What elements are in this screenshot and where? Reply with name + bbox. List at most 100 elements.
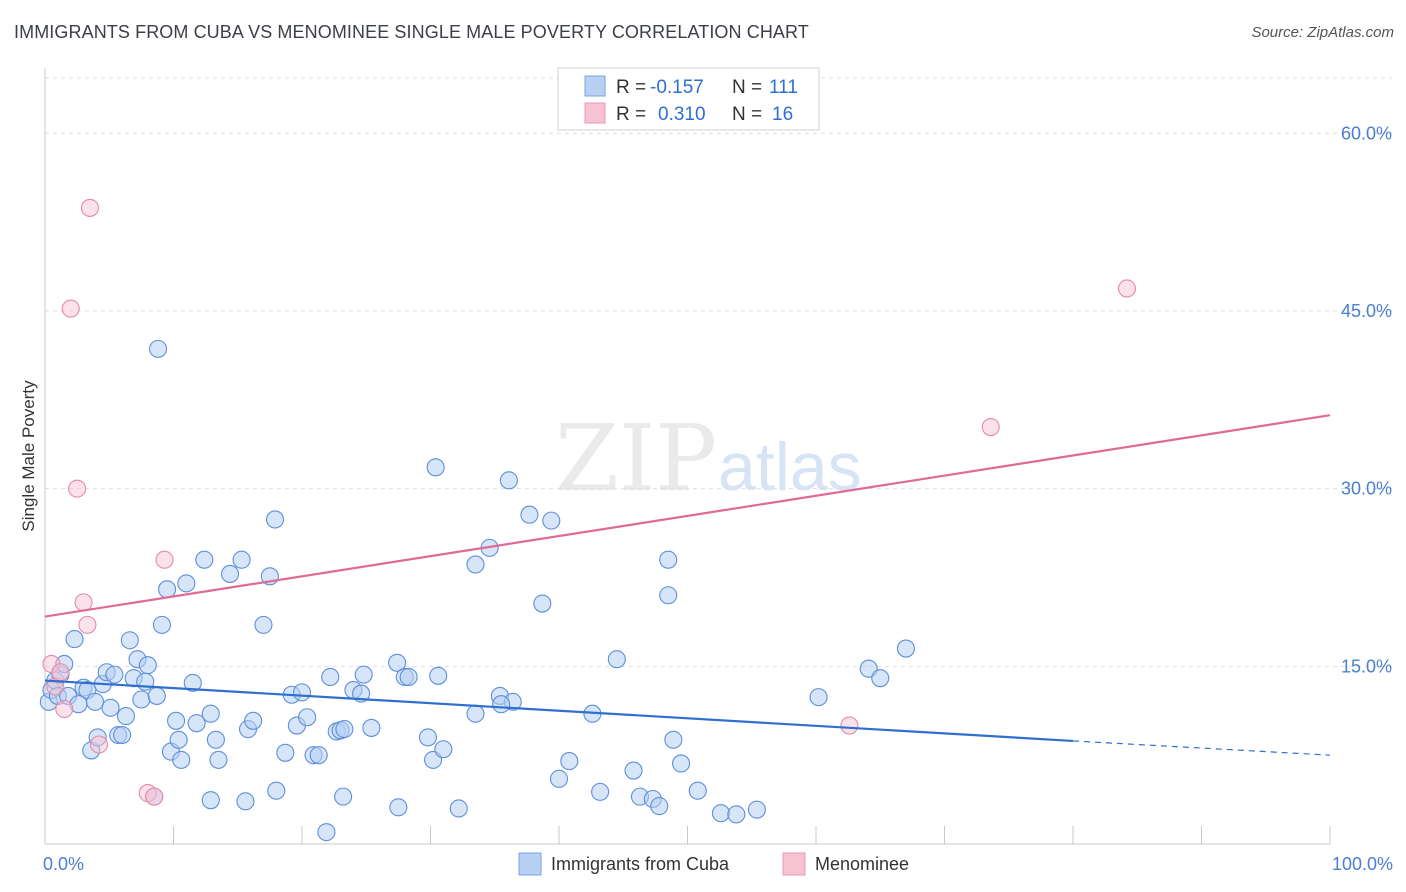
data-point-cuba [871, 669, 890, 688]
data-point-menominee [68, 479, 87, 498]
data-point-cuba [177, 574, 196, 593]
data-point-cuba [132, 690, 151, 709]
trend-line-menominee [44, 414, 1331, 618]
data-point-cuba [116, 707, 136, 726]
x-tick-labels: 0.0% 100.0% [43, 854, 1393, 874]
data-point-cuba [659, 586, 678, 605]
data-point-cuba [896, 639, 916, 658]
data-point-cuba [201, 791, 220, 810]
data-point-cuba [183, 673, 202, 692]
data-point-cuba [672, 754, 691, 773]
data-point-cuba [650, 797, 669, 816]
x-tick-label: 100.0% [1332, 854, 1393, 874]
legend-n-label-2: N = [732, 104, 762, 125]
data-point-menominee [1117, 279, 1137, 298]
data-point-cuba [809, 688, 828, 707]
data-point-cuba [334, 787, 353, 806]
data-point-cuba [138, 656, 157, 675]
data-point-cuba [429, 666, 448, 685]
watermark: ZIP atlas [555, 405, 862, 512]
data-point-cuba [292, 683, 312, 702]
data-point-menominee [981, 418, 1000, 437]
data-point-cuba [220, 564, 240, 583]
gridlines [45, 77, 1392, 667]
data-point-cuba [244, 711, 263, 730]
legend-n-value-1: 111 [769, 77, 798, 98]
data-point-menominee [89, 735, 109, 754]
series-legend-swatch-menominee [782, 852, 806, 876]
watermark-zip: ZIP [555, 405, 717, 512]
series-legend: Immigrants from Cuba Menominee [518, 852, 909, 876]
data-point-cuba [542, 511, 561, 530]
trend-line-cuba-extension [1072, 740, 1331, 756]
data-point-cuba [298, 708, 317, 727]
data-point-cuba [195, 550, 214, 569]
data-point-cuba [688, 781, 707, 800]
watermark-atlas: atlas [718, 429, 862, 505]
data-point-cuba [209, 750, 228, 769]
data-point-cuba [147, 686, 166, 705]
data-point-cuba [664, 730, 683, 749]
data-point-cuba [276, 743, 295, 762]
y-tick-label: 30.0% [1341, 479, 1392, 499]
data-point-cuba [591, 782, 610, 801]
data-point-cuba [265, 510, 285, 529]
y-tick-labels: 15.0% 30.0% 45.0% 60.0% [1341, 123, 1392, 676]
data-point-menominee [78, 615, 97, 634]
data-point-cuba [560, 752, 579, 771]
data-point-cuba [86, 692, 105, 711]
correlation-legend: R = -0.157 N = 111 R = 0.310 N = 16 [557, 67, 820, 131]
data-point-cuba [236, 792, 255, 811]
data-point-cuba [499, 471, 518, 490]
data-point-cuba [187, 714, 206, 733]
data-point-cuba [172, 750, 191, 769]
data-point-cuba [520, 505, 539, 524]
data-point-cuba [727, 805, 746, 824]
y-tick-label: 15.0% [1341, 656, 1392, 676]
source-credit: Source: ZipAtlas.com [1251, 24, 1394, 41]
data-point-cuba [533, 594, 552, 613]
data-point-cuba [254, 615, 273, 634]
trend-lines [44, 414, 1331, 756]
data-point-cuba [466, 704, 485, 723]
data-point-cuba [206, 730, 225, 749]
data-point-cuba [362, 718, 381, 737]
legend-r-label-1: R = [616, 77, 646, 98]
data-point-cuba [466, 555, 485, 574]
data-point-cuba [149, 339, 168, 358]
data-point-cuba [105, 665, 124, 684]
legend-n-value-2: 16 [772, 104, 793, 125]
data-point-cuba [65, 630, 84, 649]
data-point-cuba [607, 650, 626, 669]
data-point-menominee [145, 787, 164, 806]
series-legend-label-menominee: Menominee [815, 854, 909, 874]
axes [44, 68, 1331, 845]
data-point-menominee [80, 198, 100, 217]
data-point-cuba [747, 800, 766, 819]
legend-r-value-2: 0.310 [658, 104, 706, 125]
data-point-cuba [152, 615, 171, 634]
data-point-cuba [399, 667, 418, 687]
data-point-cuba [169, 730, 188, 749]
data-point-cuba [434, 740, 453, 759]
data-point-cuba [659, 550, 678, 569]
data-point-cuba [167, 711, 186, 730]
data-point-cuba [101, 698, 120, 717]
y-tick-label: 45.0% [1341, 301, 1392, 321]
series-immigrants-from-cuba [39, 339, 916, 842]
data-point-menominee [55, 699, 74, 719]
data-point-menominee [51, 663, 70, 682]
data-point-menominee [61, 299, 80, 318]
data-point-cuba [418, 728, 437, 747]
data-point-cuba [624, 761, 643, 780]
data-point-cuba [267, 781, 286, 800]
data-point-cuba [549, 769, 569, 788]
trend-line-cuba [44, 679, 1074, 743]
series-menominee [42, 198, 1137, 806]
legend-r-label-2: R = [616, 104, 646, 125]
series-legend-swatch-cuba [518, 852, 542, 876]
data-point-cuba [335, 720, 354, 739]
data-point-cuba [232, 550, 251, 569]
legend-r-value-1: -0.157 [650, 77, 704, 98]
